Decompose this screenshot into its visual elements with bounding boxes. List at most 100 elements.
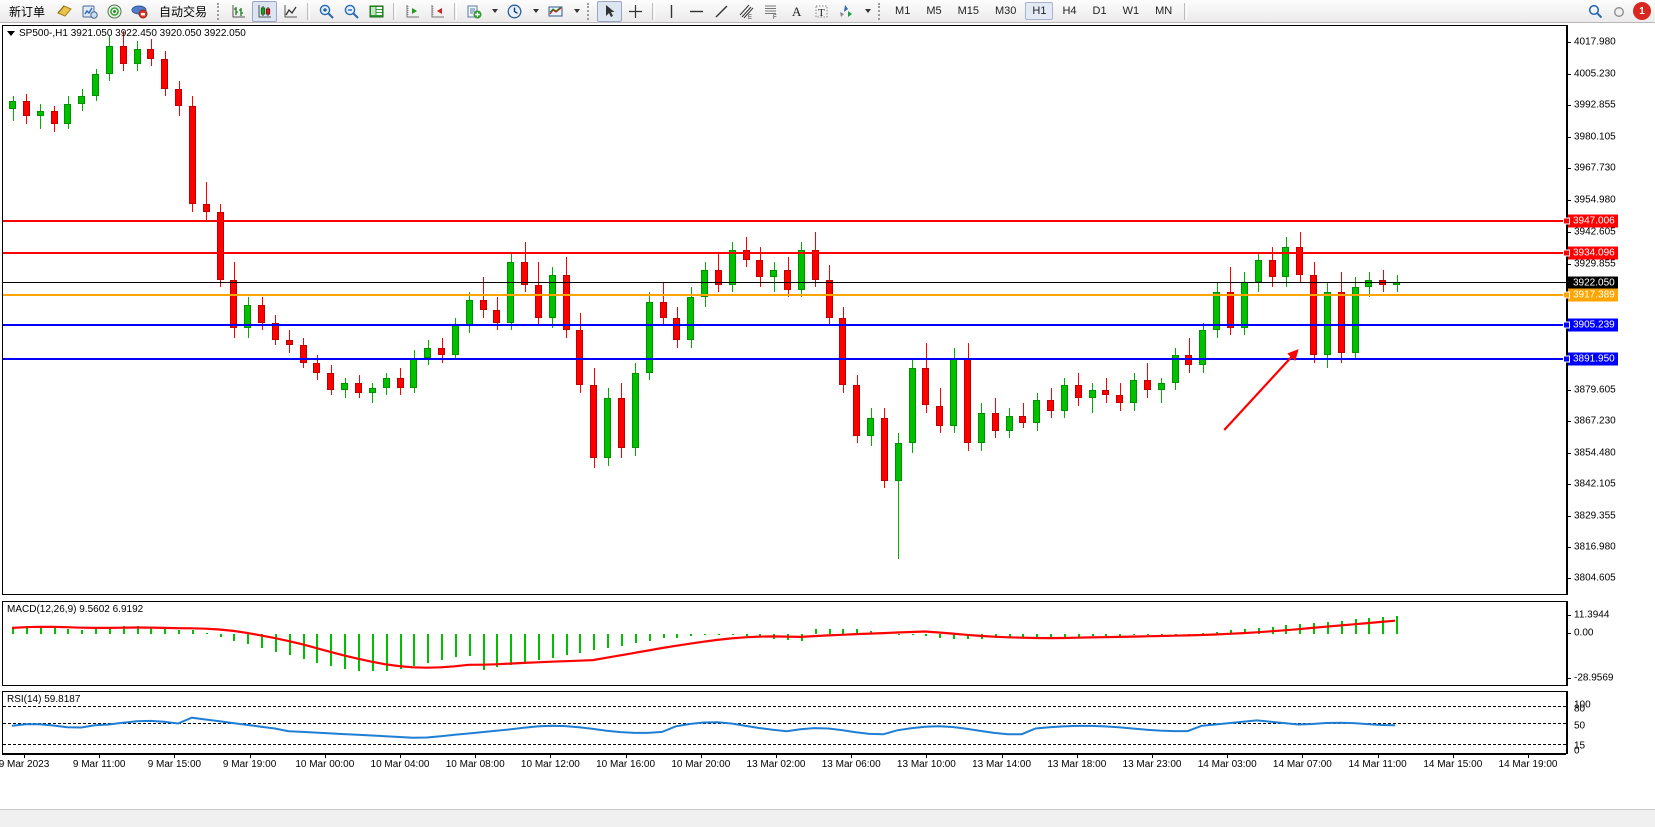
price-level-handle[interactable] — [1563, 249, 1570, 257]
grid-icon[interactable] — [365, 1, 388, 22]
time-axis[interactable]: 9 Mar 2023 9 Mar 11:00 9 Mar 15:00 9 Mar 19… — [0, 754, 1566, 774]
timeframe-m1[interactable]: M1 — [895, 5, 911, 17]
timeframe-h4[interactable]: H4 — [1062, 5, 1077, 17]
candle-body — [410, 357, 418, 388]
notification-badge[interactable]: 1 — [1633, 2, 1651, 20]
zoom-out-icon[interactable] — [340, 1, 363, 22]
price-level-line[interactable] — [3, 324, 1566, 327]
equidistant-channel-icon[interactable]: E — [735, 1, 758, 22]
macd-histogram-bar — [1091, 634, 1094, 637]
price-axis-label: 4005.230 — [1574, 68, 1616, 80]
price-level-handle[interactable] — [1563, 291, 1570, 299]
autotrading-icon[interactable] — [128, 1, 151, 22]
templates-dropdown-arrow[interactable] — [569, 1, 583, 22]
candle-body — [908, 367, 916, 444]
templates-icon[interactable] — [544, 1, 567, 22]
candle-body — [604, 397, 612, 459]
rsi-line — [11, 716, 1396, 739]
rsi-pane[interactable]: RSI(14) 59.8187 — [2, 691, 1567, 754]
timeframe-h1[interactable]: H1 — [1025, 2, 1054, 20]
candle-body — [1282, 247, 1290, 278]
price-level-handle[interactable] — [1563, 217, 1570, 224]
price-axis[interactable]: 4017.980 4005.230 3992.855 3980.105 3967.730… — [1563, 25, 1655, 595]
candle-body — [479, 299, 487, 310]
period-icon[interactable] — [503, 1, 526, 22]
ask-price-tag[interactable]: 3922.050 — [1568, 276, 1618, 290]
timeframe-m15[interactable]: M15 — [957, 5, 979, 17]
cursor-icon[interactable] — [597, 0, 623, 22]
price-level-handle[interactable] — [1563, 355, 1570, 363]
timeframe-mn[interactable]: MN — [1155, 5, 1173, 17]
candle-body — [1240, 282, 1248, 328]
resistance-level-1[interactable]: 3947.006 — [1568, 214, 1618, 227]
macd-histogram-bar — [482, 634, 485, 670]
period-dropdown-arrow[interactable] — [528, 1, 542, 22]
price-level-line[interactable] — [3, 357, 1566, 360]
fibonacci-icon[interactable]: F — [760, 1, 783, 22]
collapse-triangle-icon[interactable] — [7, 30, 15, 36]
zoom-in-icon[interactable] — [315, 1, 338, 22]
candle-body — [465, 299, 473, 326]
search-icon[interactable] — [1584, 1, 1607, 22]
price-level-line[interactable] — [3, 251, 1566, 254]
line-chart-icon[interactable] — [279, 1, 302, 22]
support-level-1[interactable]: 3905.239 — [1568, 318, 1618, 332]
candle-body — [631, 372, 639, 449]
macd-histogram-bar — [344, 634, 347, 670]
autotrading-button[interactable]: 自动交易 — [153, 1, 213, 22]
timeframe-m30[interactable]: M30 — [995, 5, 1017, 17]
macd-histogram-bar — [1382, 617, 1385, 635]
market-watch-icon[interactable] — [78, 1, 101, 22]
svg-text:F: F — [773, 15, 777, 20]
bar-chart-icon[interactable] — [227, 1, 250, 22]
label-icon[interactable]: T — [810, 1, 833, 22]
timeframe-w1[interactable]: W1 — [1122, 5, 1140, 17]
trendline-icon[interactable] — [710, 1, 733, 22]
resistance-level-2[interactable]: 3934.096 — [1568, 246, 1618, 260]
timeframe-m5[interactable]: M5 — [926, 5, 942, 17]
navigator-icon[interactable] — [103, 1, 126, 22]
rsi-axis-label: 80 — [1574, 703, 1586, 715]
candle-body — [1296, 247, 1304, 275]
timeframe-d1[interactable]: D1 — [1092, 5, 1107, 17]
shapes-dropdown-arrow[interactable] — [860, 1, 874, 22]
price-level-handle[interactable] — [1563, 321, 1570, 329]
support-level-2[interactable]: 3891.950 — [1568, 352, 1618, 366]
price-level-line[interactable] — [3, 282, 1566, 284]
price-level-line[interactable] — [3, 293, 1566, 296]
toolbar-grip-3[interactable] — [878, 2, 884, 20]
toolbar-grip-1[interactable] — [217, 2, 223, 20]
candlestick-icon[interactable] — [252, 0, 278, 22]
macd-histogram-bar — [607, 634, 610, 649]
candle-body — [521, 262, 529, 285]
text-icon[interactable]: A — [785, 1, 808, 22]
bid-price-tag[interactable]: 3917.389 — [1568, 288, 1618, 302]
macd-histogram-bar — [1050, 634, 1053, 638]
macd-pane[interactable]: MACD(12,26,9) 9.5602 6.9192 — [2, 601, 1567, 686]
candle-wick — [1105, 377, 1107, 403]
macd-axis-label: -28.9569 — [1574, 672, 1614, 684]
auto-scroll-icon[interactable] — [401, 1, 424, 22]
price-axis-tick — [1568, 200, 1571, 202]
price-level-line[interactable] — [3, 219, 1566, 222]
shapes-icon[interactable] — [835, 1, 858, 22]
candle-wick — [898, 433, 900, 559]
indicator-dropdown-arrow[interactable] — [487, 1, 501, 22]
price-axis-label: 3867.230 — [1574, 415, 1616, 427]
new-order-button[interactable]: 新订单 — [3, 1, 51, 22]
vertical-line-icon[interactable] — [660, 1, 683, 22]
chart-shift-icon[interactable] — [426, 1, 449, 22]
profile-icon[interactable] — [53, 1, 76, 22]
price-axis-tick — [1568, 42, 1571, 44]
candle-body — [659, 302, 667, 318]
macd-label: MACD(12,26,9) 9.5602 6.9192 — [7, 604, 144, 615]
candle-body — [1060, 385, 1068, 411]
price-pane[interactable]: SP500-,H1 3921.050 3922.450 3920.050 392… — [2, 25, 1567, 595]
crosshair-icon[interactable] — [624, 1, 647, 22]
horizontal-line-icon[interactable] — [685, 1, 708, 22]
add-indicator-icon[interactable] — [462, 1, 485, 22]
candle-body — [770, 269, 778, 278]
toolbar-grip-2[interactable] — [587, 2, 593, 20]
notifications-icon[interactable] — [1609, 1, 1632, 22]
macd-histogram-bar — [1077, 634, 1080, 637]
